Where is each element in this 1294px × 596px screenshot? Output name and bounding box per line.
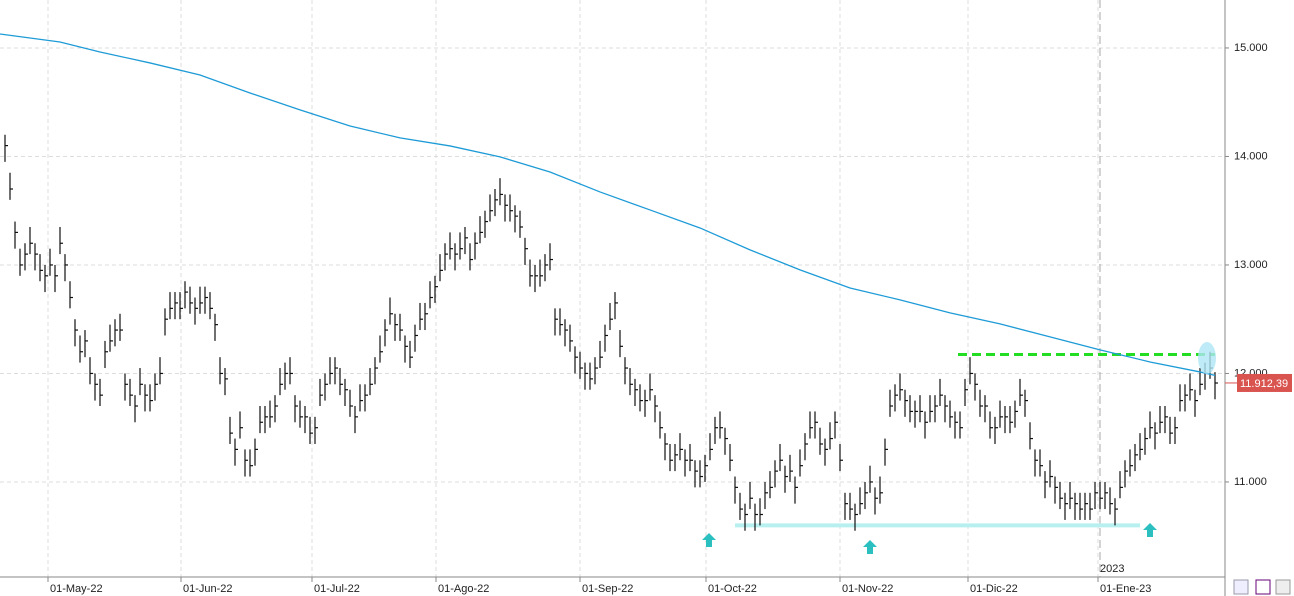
toolbar-button[interactable] xyxy=(1233,579,1249,595)
year-label: 2023 xyxy=(1100,563,1124,575)
arrow-up xyxy=(863,540,877,554)
y-tick-label: 15.000 xyxy=(1234,42,1268,54)
x-tick-label: 01-May-22 xyxy=(50,583,103,595)
y-tick-label: 13.000 xyxy=(1234,259,1268,271)
last-price-box xyxy=(1237,373,1292,392)
y-tick-label: 14.000 xyxy=(1234,150,1268,162)
x-tick-label: 01-Dic-22 xyxy=(970,583,1018,595)
marks xyxy=(0,33,1218,531)
arrow-up xyxy=(702,533,716,547)
toolbar-button[interactable] xyxy=(1275,579,1291,595)
highlight-circle xyxy=(1198,342,1216,374)
x-tick-label: 01-Ago-22 xyxy=(438,583,489,595)
moving-average xyxy=(0,33,1216,377)
x-tick-label: 01-Jun-22 xyxy=(183,583,233,595)
x-tick-label: 01-Ene-23 xyxy=(1100,583,1151,595)
x-tick-label: 01-Oct-22 xyxy=(708,583,757,595)
y-tick-label: 11.000 xyxy=(1234,476,1267,488)
toolbar-button[interactable] xyxy=(1255,579,1271,595)
grid xyxy=(0,0,1225,577)
arrow-up xyxy=(1143,523,1157,537)
x-tick-label: 01-Nov-22 xyxy=(842,583,893,595)
x-tick-label: 01-Sep-22 xyxy=(582,583,633,595)
x-tick-label: 01-Jul-22 xyxy=(314,583,360,595)
last-price-label: 11.912,39 xyxy=(1240,378,1288,390)
